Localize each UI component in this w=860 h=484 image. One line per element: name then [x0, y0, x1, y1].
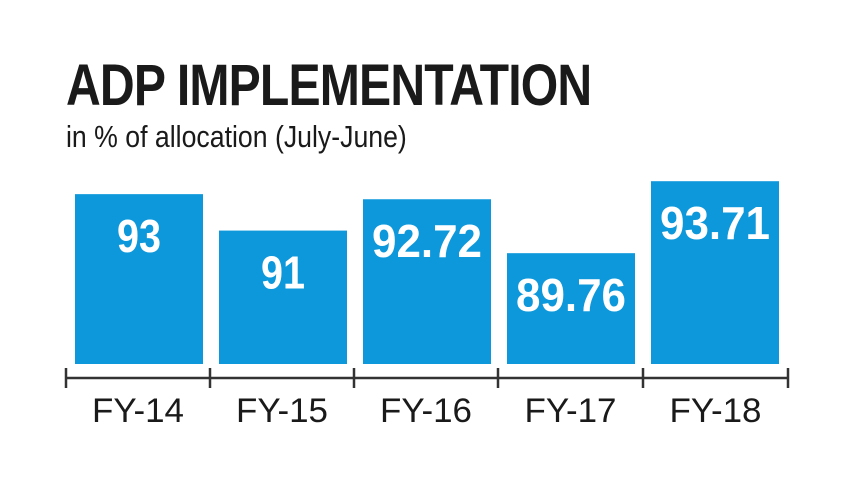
- bar-value-label: 89.76: [516, 269, 626, 321]
- bar-fy-15: [219, 230, 347, 364]
- chart-subtitle: in % of allocation (July-June): [66, 119, 407, 154]
- x-tick-label: FY-17: [525, 392, 617, 430]
- bar-fy-18: [651, 181, 779, 364]
- bar-value-label: 92.72: [372, 215, 482, 267]
- bar-fy-14: [75, 194, 203, 364]
- bar-value-label: 93.71: [660, 197, 770, 249]
- bar-fy-17: [507, 253, 635, 364]
- bar-value-label: 91: [261, 247, 305, 299]
- bar-fy-16: [363, 199, 491, 364]
- bar-value-label: 93: [117, 210, 161, 262]
- x-tick-label: FY-16: [380, 392, 472, 430]
- x-tick-label: FY-18: [670, 392, 762, 430]
- chart-title: ADP IMPLEMENTATION: [66, 53, 592, 118]
- x-tick-label: FY-14: [92, 392, 184, 430]
- x-tick-label: FY-15: [236, 392, 328, 430]
